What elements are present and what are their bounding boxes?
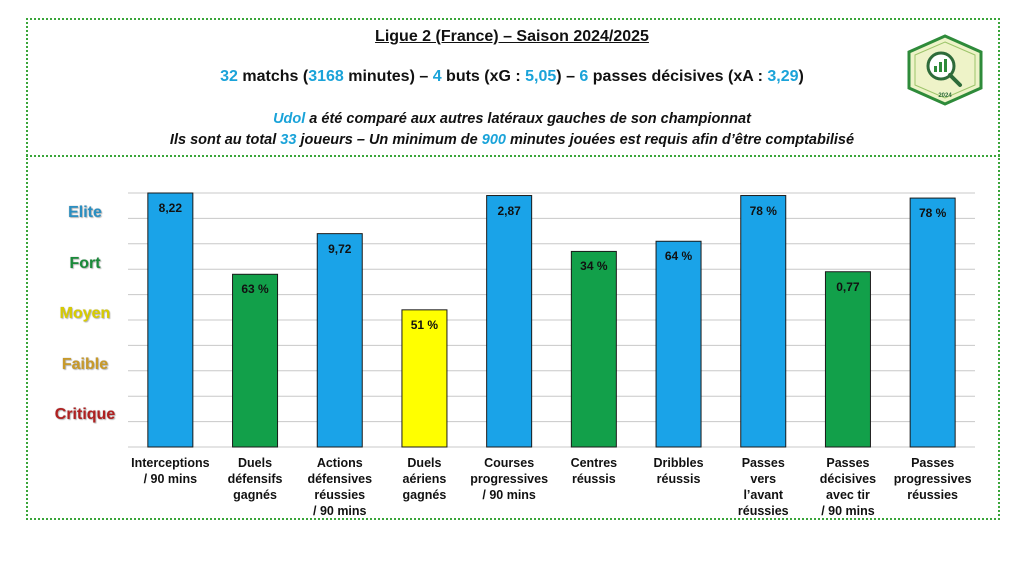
- comparison-text-2b: joueurs – Un minimum de: [296, 132, 482, 148]
- comparison-line-1: Udol a été comparé aux autres latéraux g…: [0, 111, 1024, 127]
- data-label-2: 63 %: [241, 282, 269, 297]
- hexagon-logo-icon: 2024: [907, 34, 983, 106]
- bar-1: [147, 192, 194, 448]
- assists-text: passes décisives (xA :: [588, 68, 768, 85]
- comparison-text-2a: Ils sont au total: [169, 132, 281, 148]
- data-label-9: 0,77: [836, 279, 860, 294]
- comparison-line-2: Ils sont au total 33 joueurs – Un minimu…: [0, 132, 1024, 148]
- data-label-5: 2,87: [497, 203, 521, 218]
- minutes-value: 3168: [308, 68, 344, 85]
- comparison-text-1: a été comparé aux autres latéraux gauche…: [305, 111, 751, 127]
- bar-3: [316, 233, 363, 448]
- data-label-1: 8,22: [158, 201, 183, 215]
- xg-value: 5,05: [525, 68, 557, 85]
- bar-9: [824, 271, 871, 448]
- comparison-text-2c: minutes jouées est requis afin d’être co…: [505, 132, 855, 148]
- x-label-4: Duels aériens gagnés: [402, 456, 447, 502]
- data-label-3: 9,72: [328, 241, 352, 256]
- tier-label-elite: Elite: [68, 204, 102, 221]
- tier-label-fort: Fort: [69, 254, 101, 272]
- xa-value: 3,29: [767, 68, 799, 85]
- min-minutes-value: 900: [481, 132, 506, 148]
- goals-value: 4: [432, 68, 442, 85]
- tier-label-critique: Critique: [54, 406, 116, 423]
- x-label-9: Passes décisives avec tir/ 90 mins: [819, 456, 877, 518]
- outer-frame: [26, 18, 1000, 520]
- x-label-10: Passes progressives réussies: [893, 456, 972, 502]
- x-label-6: Centres réussis: [570, 456, 618, 486]
- matches-value: 32: [220, 68, 238, 85]
- x-label-3: Actions défensives réussies/ 90 mins: [307, 456, 373, 518]
- xa-text: ): [798, 68, 804, 85]
- data-label-8: 78 %: [749, 203, 777, 218]
- data-label-7: 64 %: [664, 249, 693, 264]
- logo-year: 2024: [938, 93, 952, 99]
- bar-10: [909, 197, 956, 448]
- bar-7: [655, 240, 702, 448]
- x-label-7: Dribbles réussis: [653, 456, 704, 486]
- matches-text: matchs (: [237, 68, 309, 85]
- bar-5: [486, 195, 533, 448]
- bar-6: [570, 250, 617, 448]
- data-label-4: 51 %: [410, 317, 439, 332]
- header-divider: [26, 155, 1000, 157]
- x-label-2: Duels défensifs gagnés: [227, 456, 283, 502]
- season-stats: 32 matchs (3168 minutes) – 4 buts (xG : …: [0, 68, 1024, 86]
- page-title: Ligue 2 (France) – Saison 2024/2025: [0, 28, 1024, 46]
- tier-label-moyen: Moyen: [59, 305, 111, 322]
- goals-text: buts (xG :: [441, 68, 526, 85]
- data-label-10: 78 %: [918, 206, 947, 221]
- assists-value: 6: [579, 68, 589, 85]
- bar-8: [740, 195, 787, 448]
- x-label-8: Passes vers l’avant réussies: [737, 456, 789, 518]
- minutes-text: minutes) –: [343, 68, 433, 85]
- player-name: Udol: [273, 111, 306, 127]
- tier-label-faible: Faible: [61, 355, 109, 373]
- total-players-value: 33: [280, 132, 297, 148]
- title-text: Ligue 2 (France) – Saison 2024/2025: [375, 28, 649, 45]
- xg-text: ) –: [556, 68, 580, 85]
- bar-4: [401, 309, 448, 448]
- x-label-5: Courses progressives/ 90 mins: [470, 456, 549, 502]
- bar-2: [232, 273, 279, 448]
- data-label-6: 34 %: [580, 259, 608, 274]
- x-label-1: Interceptions/ 90 mins: [131, 456, 210, 486]
